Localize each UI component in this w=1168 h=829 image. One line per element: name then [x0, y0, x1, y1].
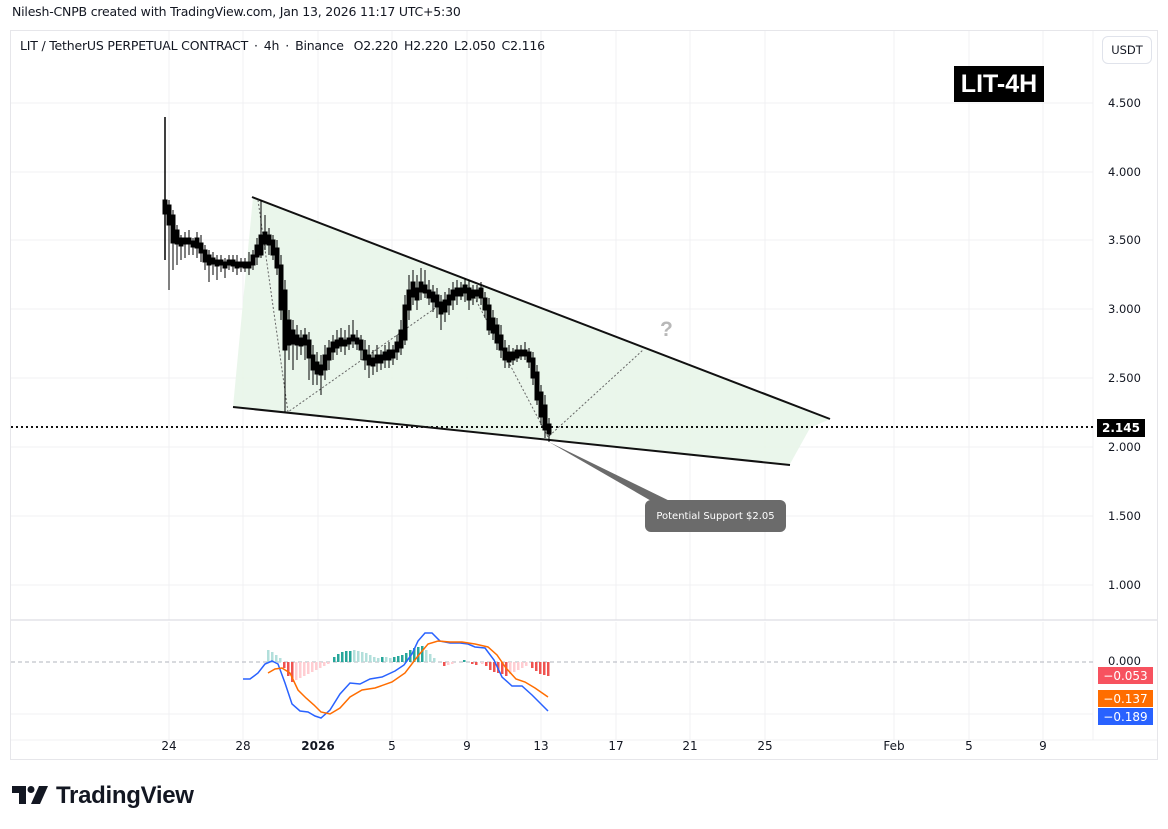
support-callout: Potential Support $2.05 — [645, 500, 786, 532]
macd-signal-tag: −0.137 — [1098, 690, 1153, 707]
price-tick: 4.500 — [1108, 96, 1141, 110]
time-tick-year: 2026 — [301, 739, 334, 753]
time-tick: 9 — [1039, 739, 1047, 753]
legend-high: H2.220 — [404, 38, 448, 53]
swing-path-dotted — [257, 199, 644, 438]
tradingview-logo[interactable]: TradingView — [12, 782, 194, 810]
price-tick: 3.000 — [1108, 302, 1141, 316]
time-tick: 17 — [608, 739, 623, 753]
wedge-lower-trendline — [232, 406, 791, 466]
legend-sep: · — [254, 38, 258, 53]
macd-histogram — [267, 646, 550, 682]
time-axis: 24 28 2026 5 9 13 17 21 25 Feb 5 9 — [161, 739, 1046, 753]
wedge-upper-trendline — [251, 196, 831, 420]
candlesticks — [162, 117, 552, 442]
legend-low: L2.050 — [453, 38, 496, 53]
time-tick: 21 — [682, 739, 697, 753]
macd-histogram-tag: −0.053 — [1098, 667, 1153, 684]
symbol-legend[interactable]: LIT / TetherUS PERPETUAL CONTRACT · 4h · Bin… — [20, 38, 551, 53]
question-mark-annotation: ? — [660, 318, 673, 341]
time-tick: 24 — [161, 739, 176, 753]
tradingview-logo-icon — [12, 786, 48, 804]
legend-interval: 4h — [263, 38, 280, 53]
price-tick: 3.500 — [1108, 233, 1141, 247]
macd-zero-tick: 0.000 — [1108, 654, 1141, 668]
price-tick: 2.500 — [1108, 371, 1141, 385]
price-tick: 1.500 — [1108, 509, 1141, 523]
time-tick: Feb — [883, 739, 904, 753]
time-tick: 13 — [533, 739, 548, 753]
currency-button[interactable]: USDT — [1102, 36, 1152, 64]
legend-close: C2.116 — [501, 38, 546, 53]
macd-signal-line — [267, 640, 549, 715]
macd-line-tag: −0.189 — [1098, 708, 1153, 725]
time-tick: 5 — [965, 739, 973, 753]
chart-title-badge: LIT-4H — [954, 66, 1044, 102]
chart-credit: Nilesh-CNPB created with TradingView.com… — [12, 4, 461, 19]
support-callout-pointer — [549, 442, 680, 506]
time-tick: 28 — [235, 739, 250, 753]
price-axis: 4.500 4.000 3.500 3.000 2.500 2.000 1.50… — [1108, 96, 1141, 668]
tradingview-logo-text: TradingView — [56, 782, 194, 809]
legend-exchange: Binance — [295, 38, 344, 53]
legend-open: O2.220 — [353, 38, 399, 53]
legend-symbol: LIT / TetherUS PERPETUAL CONTRACT — [20, 38, 249, 53]
price-tick: 2.000 — [1108, 440, 1141, 454]
time-tick: 5 — [388, 739, 396, 753]
time-tick: 25 — [757, 739, 772, 753]
falling-wedge-fill — [233, 197, 830, 464]
current-price-tag: 2.145 — [1097, 419, 1145, 437]
price-tick: 1.000 — [1108, 578, 1141, 592]
time-tick: 9 — [463, 739, 471, 753]
legend-sep: · — [285, 38, 290, 53]
macd-line — [243, 632, 549, 719]
price-tick: 4.000 — [1108, 165, 1141, 179]
